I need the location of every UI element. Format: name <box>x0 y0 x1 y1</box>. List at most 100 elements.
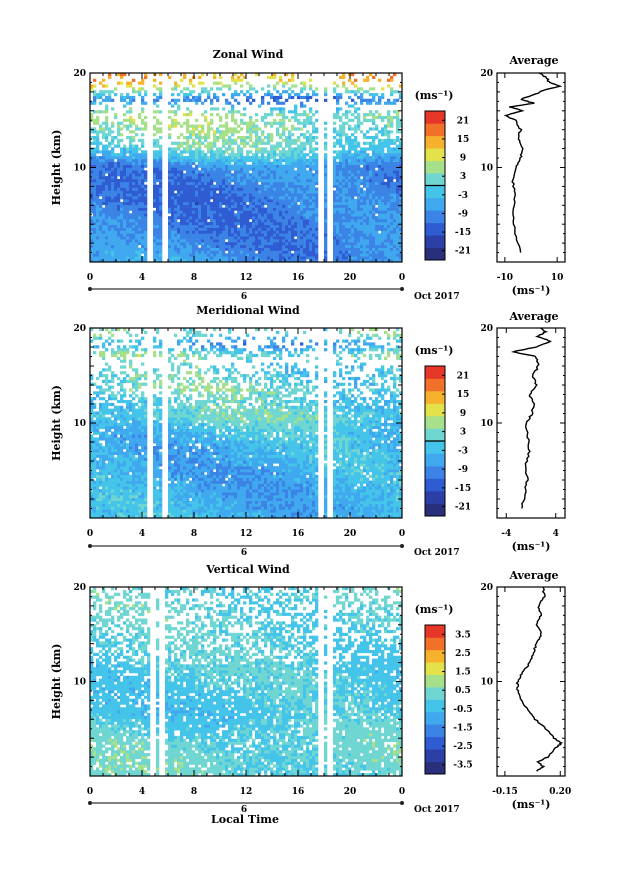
heatmap-cell <box>213 153 217 157</box>
heatmap-cell <box>288 95 292 100</box>
heatmap-cell <box>105 201 109 206</box>
heatmap-cell <box>222 184 226 188</box>
heatmap-cell <box>96 515 100 519</box>
heatmap-cell <box>189 170 193 174</box>
heatmap-cell <box>291 127 295 131</box>
heatmap-cell <box>156 98 160 102</box>
heatmap-cell <box>387 113 391 117</box>
heatmap-cell <box>279 201 283 206</box>
heatmap-cell <box>249 204 253 208</box>
heatmap-cell <box>336 107 340 111</box>
heatmap-cell <box>288 170 292 174</box>
heatmap-cell <box>231 204 235 208</box>
heatmap-cell <box>258 233 262 237</box>
heatmap-cell <box>243 247 247 251</box>
heatmap-cell <box>339 201 343 206</box>
heatmap-cell <box>351 113 355 117</box>
heatmap-cell <box>285 115 289 120</box>
heatmap-cell <box>90 219 94 223</box>
heatmap-cell <box>105 244 109 248</box>
heatmap-cell <box>381 213 385 217</box>
heatmap-cell <box>285 158 289 163</box>
heatmap-cell <box>345 199 349 203</box>
heatmap-cell <box>381 87 385 91</box>
heatmap-cell <box>132 167 136 171</box>
heatmap-cell <box>342 81 346 85</box>
heatmap-cell <box>381 153 385 157</box>
heatmap-cell <box>357 190 361 194</box>
heatmap-cell <box>240 153 244 157</box>
heatmap-cell <box>342 259 346 263</box>
heatmap-cell <box>363 153 367 157</box>
heatmap-cell <box>132 130 136 134</box>
heatmap-cell <box>192 204 196 208</box>
colorbar-tick-label: -15 <box>455 228 471 238</box>
heatmap-cell <box>399 141 403 145</box>
heatmap-cell <box>123 259 127 263</box>
heatmap-cell <box>363 170 367 174</box>
heatmap-cell <box>207 259 211 263</box>
heatmap-cell <box>285 253 289 257</box>
heatmap-cell <box>276 233 280 237</box>
heatmap-cell <box>279 176 283 180</box>
heatmap-cell <box>189 253 193 257</box>
heatmap-cell <box>159 515 163 519</box>
heatmap-cell <box>288 219 292 223</box>
heatmap-cell <box>261 87 265 91</box>
heatmap-cell <box>171 239 175 243</box>
heatmap-cell <box>282 158 286 163</box>
heatmap-cell <box>153 241 157 246</box>
heatmap-cell <box>252 230 256 234</box>
heatmap-cell <box>264 233 268 237</box>
heatmap-cell <box>108 178 112 183</box>
heatmap-cell <box>237 241 241 246</box>
heatmap-cell <box>129 170 133 174</box>
heatmap-cell <box>384 204 388 208</box>
heatmap-cell <box>114 210 118 214</box>
heatmap-cell <box>288 187 292 191</box>
heatmap-cell <box>213 130 217 134</box>
heatmap-cell <box>354 247 358 251</box>
heatmap-cell <box>312 236 316 240</box>
heatmap-cell <box>384 236 388 240</box>
heatmap-cell <box>183 216 187 220</box>
heatmap-cell <box>198 219 202 223</box>
heatmap-cell <box>354 216 358 220</box>
heatmap-cell <box>369 244 373 248</box>
heatmap-cell <box>213 213 217 217</box>
heatmap-cell <box>267 233 271 237</box>
heatmap-cell <box>282 216 286 220</box>
heatmap-cell <box>345 207 349 211</box>
colorbar-segment <box>425 148 445 161</box>
heatmap-cell <box>270 161 274 165</box>
heatmap-cell <box>315 239 319 243</box>
heatmap-cell <box>237 93 241 97</box>
heatmap-cell <box>372 187 376 191</box>
heatmap-cell <box>264 173 268 177</box>
heatmap-cell <box>297 230 301 234</box>
heatmap-cell <box>120 227 124 231</box>
heatmap-cell <box>156 150 160 154</box>
heatmap-cell <box>201 224 205 228</box>
heatmap-cell <box>153 84 157 88</box>
heatmap-cell <box>300 239 304 243</box>
heatmap-cell <box>357 113 361 117</box>
heatmap-cell <box>249 181 253 185</box>
heatmap-cell <box>240 216 244 220</box>
heatmap-cell <box>282 196 286 200</box>
heatmap-cell <box>363 176 367 180</box>
heatmap-cell <box>273 121 277 125</box>
heatmap-cell <box>357 167 361 171</box>
heatmap-cell <box>90 204 94 208</box>
heatmap-cell <box>264 193 268 197</box>
heatmap-cell <box>177 184 181 188</box>
heatmap-cell <box>366 113 370 117</box>
heatmap-cell <box>324 199 328 203</box>
heatmap-cell <box>300 176 304 180</box>
heatmap-cell <box>396 136 400 140</box>
heatmap-cell <box>378 241 382 246</box>
heatmap-cell <box>186 207 190 211</box>
heatmap-cell <box>363 178 367 183</box>
heatmap-cell <box>294 141 298 145</box>
heatmap-cell <box>282 230 286 234</box>
